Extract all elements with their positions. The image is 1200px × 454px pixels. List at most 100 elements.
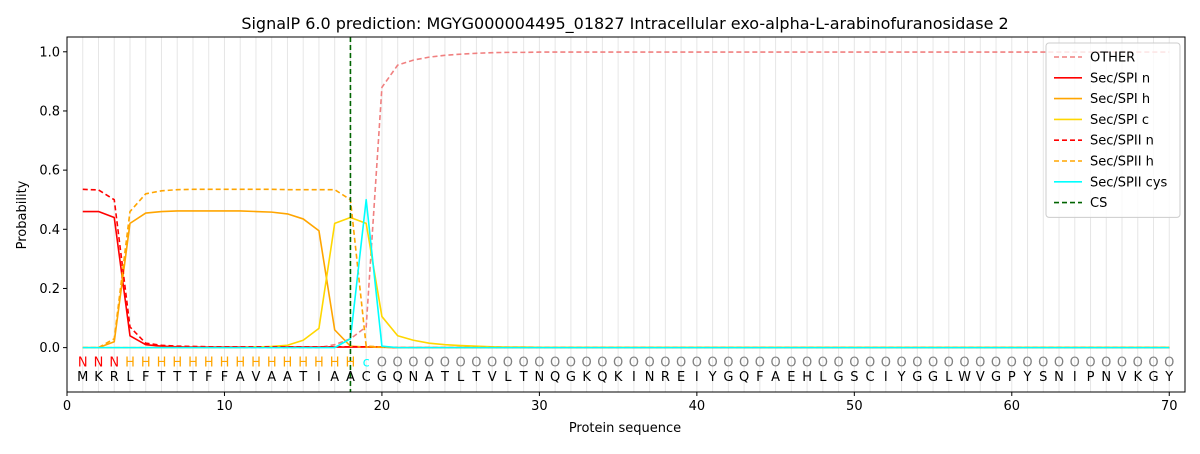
region-label-11: H	[235, 355, 245, 370]
region-label-49: O	[833, 355, 843, 370]
residue-18: A	[346, 370, 355, 385]
region-label-64: O	[1070, 355, 1080, 370]
residue-52: I	[884, 370, 888, 385]
legend-label-2: Sec/SPI h	[1090, 92, 1150, 107]
residue-32: G	[566, 370, 576, 385]
x-tick-label-40: 40	[689, 399, 706, 414]
legend: OTHER Sec/SPI n Sec/SPI h Sec/SPI c Sec/SPII…	[1045, 42, 1181, 218]
region-label-21: O	[393, 355, 403, 370]
region-label-25: O	[456, 355, 466, 370]
residue-48: L	[819, 370, 827, 385]
region-label-40: O	[692, 355, 702, 370]
region-label-1: N	[78, 355, 88, 370]
residue-58: V	[976, 370, 985, 385]
region-label-13: H	[267, 355, 277, 370]
residue-9: F	[205, 370, 212, 385]
series-line-3	[82, 216, 1170, 349]
region-label-4: H	[125, 355, 135, 370]
x-tick-label-20: 20	[374, 399, 391, 414]
region-label-26: O	[471, 355, 481, 370]
region-label-58: O	[975, 355, 985, 370]
region-label-61: O	[1022, 355, 1032, 370]
x-axis-ticks: 0 10 20 30 40 50 60 70	[63, 392, 1178, 414]
region-label-23: O	[424, 355, 434, 370]
region-label-37: O	[645, 355, 655, 370]
residue-44: F	[756, 370, 763, 385]
region-label-53: O	[896, 355, 906, 370]
region-label-38: O	[660, 355, 670, 370]
series-line-5	[82, 188, 1170, 349]
region-label-19: c	[363, 355, 370, 370]
region-label-32: O	[566, 355, 576, 370]
residue-57: W	[958, 370, 971, 385]
y-tick-label-0.2: 0.2	[39, 282, 60, 297]
region-label-65: O	[1085, 355, 1095, 370]
region-label-57: O	[959, 355, 969, 370]
residue-63: N	[1054, 370, 1064, 385]
region-label-10: H	[220, 355, 230, 370]
region-label-31: O	[550, 355, 560, 370]
legend-label-1: Sec/SPI n	[1090, 71, 1150, 86]
region-label-36: O	[629, 355, 639, 370]
residue-28: L	[504, 370, 512, 385]
vertical-gridlines	[82, 37, 1170, 392]
region-label-54: O	[912, 355, 922, 370]
residue-53: Y	[897, 370, 906, 385]
region-label-2: N	[94, 355, 104, 370]
x-tick-label-70: 70	[1161, 399, 1178, 414]
region-label-41: O	[707, 355, 717, 370]
x-tick-label-50: 50	[846, 399, 863, 414]
residue-7: T	[172, 370, 181, 385]
y-tick-label-1: 1.0	[39, 45, 60, 60]
residue-20: G	[377, 370, 387, 385]
residue-54: G	[912, 370, 922, 385]
residue-13: A	[267, 370, 276, 385]
x-tick-label-10: 10	[216, 399, 233, 414]
residue-16: I	[317, 370, 321, 385]
region-label-16: H	[314, 355, 324, 370]
region-label-42: O	[723, 355, 733, 370]
legend-label-5: Sec/SPII h	[1090, 155, 1154, 170]
y-tick-label-0.6: 0.6	[39, 164, 60, 179]
region-label-6: H	[157, 355, 167, 370]
residue-61: Y	[1023, 370, 1032, 385]
residue-11: A	[236, 370, 245, 385]
region-label-9: H	[204, 355, 214, 370]
legend-label-0: OTHER	[1090, 51, 1135, 66]
residue-46: E	[787, 370, 795, 385]
residue-42: G	[723, 370, 733, 385]
residue-36: I	[632, 370, 636, 385]
region-label-70: O	[1164, 355, 1174, 370]
region-label-47: O	[802, 355, 812, 370]
region-label-18: H	[346, 355, 356, 370]
x-tick-label-30: 30	[531, 399, 548, 414]
region-label-39: O	[676, 355, 686, 370]
residue-69: G	[1148, 370, 1158, 385]
residue-3: R	[110, 370, 119, 385]
residue-33: K	[582, 370, 591, 385]
residue-22: N	[409, 370, 419, 385]
region-label-14: H	[283, 355, 293, 370]
residue-70: Y	[1164, 370, 1173, 385]
residue-6: T	[157, 370, 166, 385]
region-label-63: O	[1054, 355, 1064, 370]
residue-19: C	[362, 370, 371, 385]
series-line-6	[82, 198, 1170, 349]
region-label-46: O	[786, 355, 796, 370]
residue-31: Q	[550, 370, 560, 385]
region-label-62: O	[1038, 355, 1048, 370]
residue-14: A	[283, 370, 292, 385]
region-label-55: O	[928, 355, 938, 370]
residue-41: Y	[708, 370, 717, 385]
region-label-7: H	[172, 355, 182, 370]
residue-1: M	[77, 370, 88, 385]
residue-55: G	[928, 370, 938, 385]
region-label-15: H	[298, 355, 308, 370]
region-label-34: O	[597, 355, 607, 370]
series-line-2	[82, 210, 1170, 349]
region-label-29: O	[519, 355, 529, 370]
region-label-8: H	[188, 355, 198, 370]
series-line-1	[82, 210, 1170, 349]
region-label-33: O	[582, 355, 592, 370]
